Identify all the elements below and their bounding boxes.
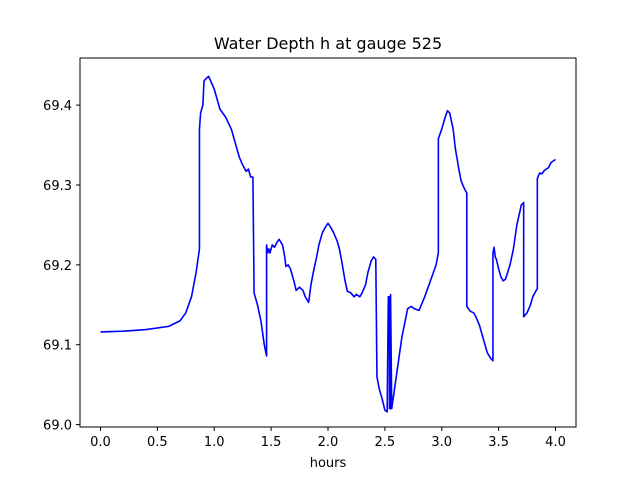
x-tick-label: 0.0: [90, 435, 111, 450]
chart-title: Water Depth h at gauge 525: [214, 34, 442, 53]
x-tick-label: 1.0: [204, 435, 225, 450]
series-line: [100, 75, 556, 413]
x-tick-label: 2.5: [375, 435, 396, 450]
y-tick-label: 69.1: [43, 339, 72, 354]
y-tick-label: 69.0: [43, 419, 72, 434]
x-axis-label: hours: [310, 456, 347, 471]
x-tick-label: 3.5: [488, 435, 509, 450]
x-tick-label: 2.0: [318, 435, 339, 450]
x-tick-label: 4.0: [545, 435, 566, 450]
x-tick-label: 0.5: [147, 435, 168, 450]
x-axis: 0.0 0.5 1.0 1.5 2.0 2.5 3.0 3.5 4.0: [90, 427, 566, 450]
y-tick-label: 69.2: [43, 259, 72, 274]
y-tick-label: 69.3: [43, 179, 72, 194]
y-tick-label: 69.4: [43, 99, 72, 114]
y-axis: 69.0 69.1 69.2 69.3 69.4: [43, 99, 80, 434]
x-tick-label: 1.5: [261, 435, 282, 450]
x-tick-label: 3.0: [431, 435, 452, 450]
